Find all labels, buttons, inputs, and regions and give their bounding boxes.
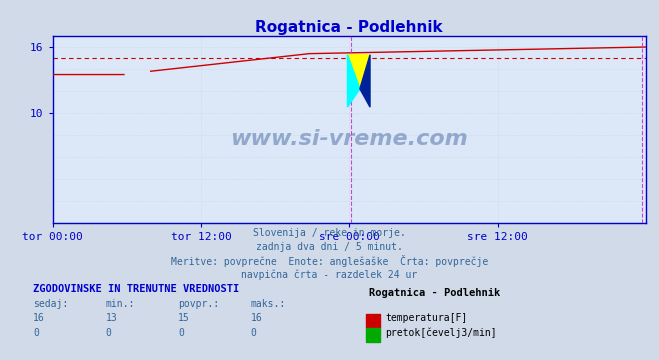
- Text: zadnja dva dni / 5 minut.: zadnja dva dni / 5 minut.: [256, 242, 403, 252]
- Text: Slovenija / reke in morje.: Slovenija / reke in morje.: [253, 228, 406, 238]
- Polygon shape: [360, 55, 370, 107]
- Text: povpr.:: povpr.:: [178, 299, 219, 309]
- Text: www.si-vreme.com: www.si-vreme.com: [231, 129, 468, 149]
- Text: maks.:: maks.:: [250, 299, 285, 309]
- Text: navpična črta - razdelek 24 ur: navpična črta - razdelek 24 ur: [241, 269, 418, 280]
- Text: ZGODOVINSKE IN TRENUTNE VREDNOSTI: ZGODOVINSKE IN TRENUTNE VREDNOSTI: [33, 284, 239, 294]
- Text: Rogatnica - Podlehnik: Rogatnica - Podlehnik: [369, 288, 500, 298]
- Text: 0: 0: [33, 328, 39, 338]
- Text: pretok[čevelj3/min]: pretok[čevelj3/min]: [386, 327, 497, 338]
- Text: 0: 0: [178, 328, 184, 338]
- Polygon shape: [347, 55, 360, 107]
- Text: 13: 13: [105, 313, 117, 323]
- Text: temperatura[F]: temperatura[F]: [386, 313, 468, 323]
- Text: 16: 16: [250, 313, 262, 323]
- Text: min.:: min.:: [105, 299, 135, 309]
- Text: 16: 16: [33, 313, 45, 323]
- Title: Rogatnica - Podlehnik: Rogatnica - Podlehnik: [256, 20, 443, 35]
- Polygon shape: [347, 55, 370, 89]
- Text: 15: 15: [178, 313, 190, 323]
- Text: sedaj:: sedaj:: [33, 299, 68, 309]
- Text: 0: 0: [250, 328, 256, 338]
- Text: Meritve: povprečne  Enote: anglešaške  Črta: povprečje: Meritve: povprečne Enote: anglešaške Črt…: [171, 255, 488, 267]
- Text: 0: 0: [105, 328, 111, 338]
